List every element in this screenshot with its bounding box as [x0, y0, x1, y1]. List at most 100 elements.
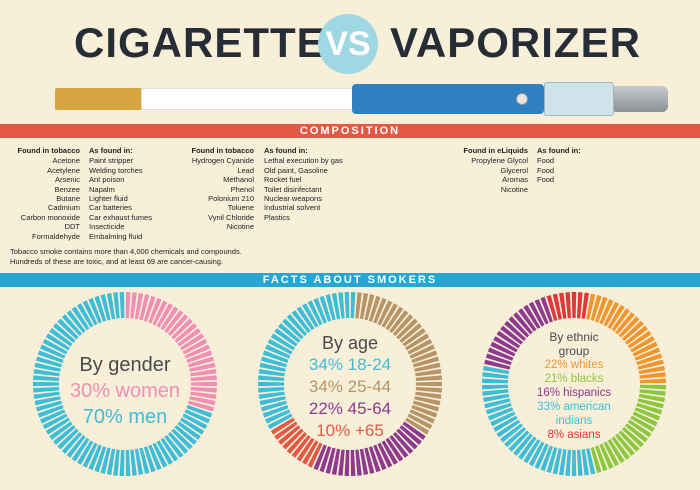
donut-segment-blacks [639, 384, 666, 390]
donut-segment-25-44 [402, 328, 426, 347]
donut-segment-men [184, 409, 210, 424]
donut-segment-asians [576, 292, 583, 319]
donut-segment-american-indians [504, 426, 527, 448]
donut-segment-men [35, 400, 63, 412]
donut-segment-hispanics [523, 304, 541, 329]
donut-segment-18-24 [274, 328, 298, 347]
donut-segment-men [34, 362, 61, 372]
donut-segment-american-indians [523, 439, 541, 464]
donut-segment-men [53, 425, 76, 445]
donut-segment-18-24 [267, 338, 293, 355]
donut-segment-25-44 [409, 344, 435, 359]
donut-segment-25-44 [415, 368, 442, 377]
donut-segment-men [160, 437, 179, 462]
donut-segment-25-44 [407, 413, 433, 430]
donut-segment-whites [590, 294, 602, 322]
donut-segment-men [77, 440, 94, 465]
legend-line: 33% american [537, 401, 611, 413]
donut-segment-45-64 [392, 431, 414, 454]
donut-segment-blacks [630, 415, 655, 432]
legend-line: 8% asians [547, 429, 601, 441]
donut-segment-45-64 [344, 449, 350, 476]
cigarette-title: CIGARETTE [74, 19, 326, 66]
donut-segment-whites [621, 320, 644, 342]
donut-segment-hispanics [490, 341, 516, 357]
donut-segment-men [106, 448, 116, 475]
donut-segment-hispanics [540, 296, 553, 323]
donut-segment-45-64 [319, 446, 332, 473]
donut-segment-45-64 [377, 442, 393, 468]
donut-segment-18-24 [278, 323, 301, 343]
donut-segment-american-indians [500, 423, 523, 443]
donut-segment-25-44 [385, 306, 404, 331]
donut-segment-american-indians [581, 449, 590, 476]
legend-line: 22% 45-64 [308, 399, 392, 418]
donut-segment-men [100, 294, 111, 321]
donut-segment-18-24 [260, 400, 288, 412]
donut-segment-45-64 [359, 448, 369, 475]
donut-segment-women [186, 350, 213, 363]
donut-segment-18-24 [282, 318, 304, 340]
donut-segment-25-44 [414, 362, 441, 372]
donut-segment-men [119, 449, 125, 476]
gender-donut-labels: By gender 30% women 70% men [55, 352, 195, 430]
tobacco-chemicals-column-2: Found in tobacco Hydrogen Cyanide Lead Met… [180, 146, 255, 232]
vaporizer-tank-illustration [544, 82, 614, 116]
donut-segment-whites [639, 378, 666, 384]
donut-segment-asians [571, 292, 577, 319]
list-item: Napalm [89, 184, 115, 194]
composition-section-bar: COMPOSITION [0, 124, 700, 138]
ethnic-title-line-2: group [558, 344, 590, 358]
donut-segment-men [167, 431, 189, 454]
donut-segment-whites [636, 353, 663, 366]
donut-segment-american-indians [571, 449, 577, 476]
donut-segment-hispanics [518, 308, 537, 332]
donut-segment-women [148, 297, 162, 324]
donut-segment-men [88, 297, 102, 324]
list-item: Old paint, Gasoline [264, 165, 328, 175]
donut-segment-+65 [278, 425, 301, 445]
donut-segment-american-indians [483, 393, 510, 403]
donut-segment-american-indians [484, 398, 511, 409]
donut-segment-men [174, 425, 197, 445]
donut-segment-45-64 [313, 444, 327, 471]
donut-segment-women [125, 292, 131, 319]
vaporizer-title: VAPORIZER [390, 19, 641, 66]
list-item: Lighter fluid [89, 194, 128, 204]
donut-segment-men [164, 435, 184, 458]
list-item: Industrial solvent [264, 203, 321, 213]
donut-segment-25-44 [405, 417, 430, 435]
ethnic-donut-chart [482, 292, 666, 476]
donut-segment-women [177, 328, 201, 347]
list-item: Hydrogen Cyanide [191, 156, 254, 166]
donut-segment-women [174, 323, 197, 343]
list-item: Lethal execution by gas [264, 156, 343, 166]
donut-segment-men [143, 446, 156, 473]
donut-segment-18-24 [260, 356, 288, 368]
donut-segment-men [42, 413, 68, 430]
donut-segment-18-24 [307, 300, 323, 326]
donut-segment-women [190, 391, 217, 400]
list-item: Embalming fluid [89, 231, 143, 241]
donut-segment-women [190, 386, 217, 393]
donut-segment-45-64 [355, 449, 362, 476]
donut-segment-whites [603, 301, 620, 327]
donut-segment-18-24 [265, 409, 291, 424]
donut-segment-men [106, 293, 116, 320]
donut-segment-american-indians [534, 443, 549, 469]
donut-segment-men [152, 442, 168, 468]
column-heading: As found in: [89, 146, 133, 155]
donut-segment-men [57, 318, 79, 340]
legend-line: 10% +65 [316, 421, 384, 440]
vaporizer-button-illustration [516, 93, 528, 105]
donut-segment-18-24 [302, 303, 319, 328]
donut-segment-blacks [634, 407, 661, 421]
donut-segment-men [33, 368, 60, 377]
donut-segment-american-indians [565, 449, 572, 476]
donut-segment-25-44 [411, 405, 438, 418]
donut-segment-hispanics [500, 325, 523, 345]
donut-segment-25-44 [412, 356, 440, 368]
donut-segment-american-indians [528, 441, 545, 467]
legend-line: 16% hispanics [536, 387, 612, 399]
list-item: Carbon monoxide [20, 212, 80, 222]
